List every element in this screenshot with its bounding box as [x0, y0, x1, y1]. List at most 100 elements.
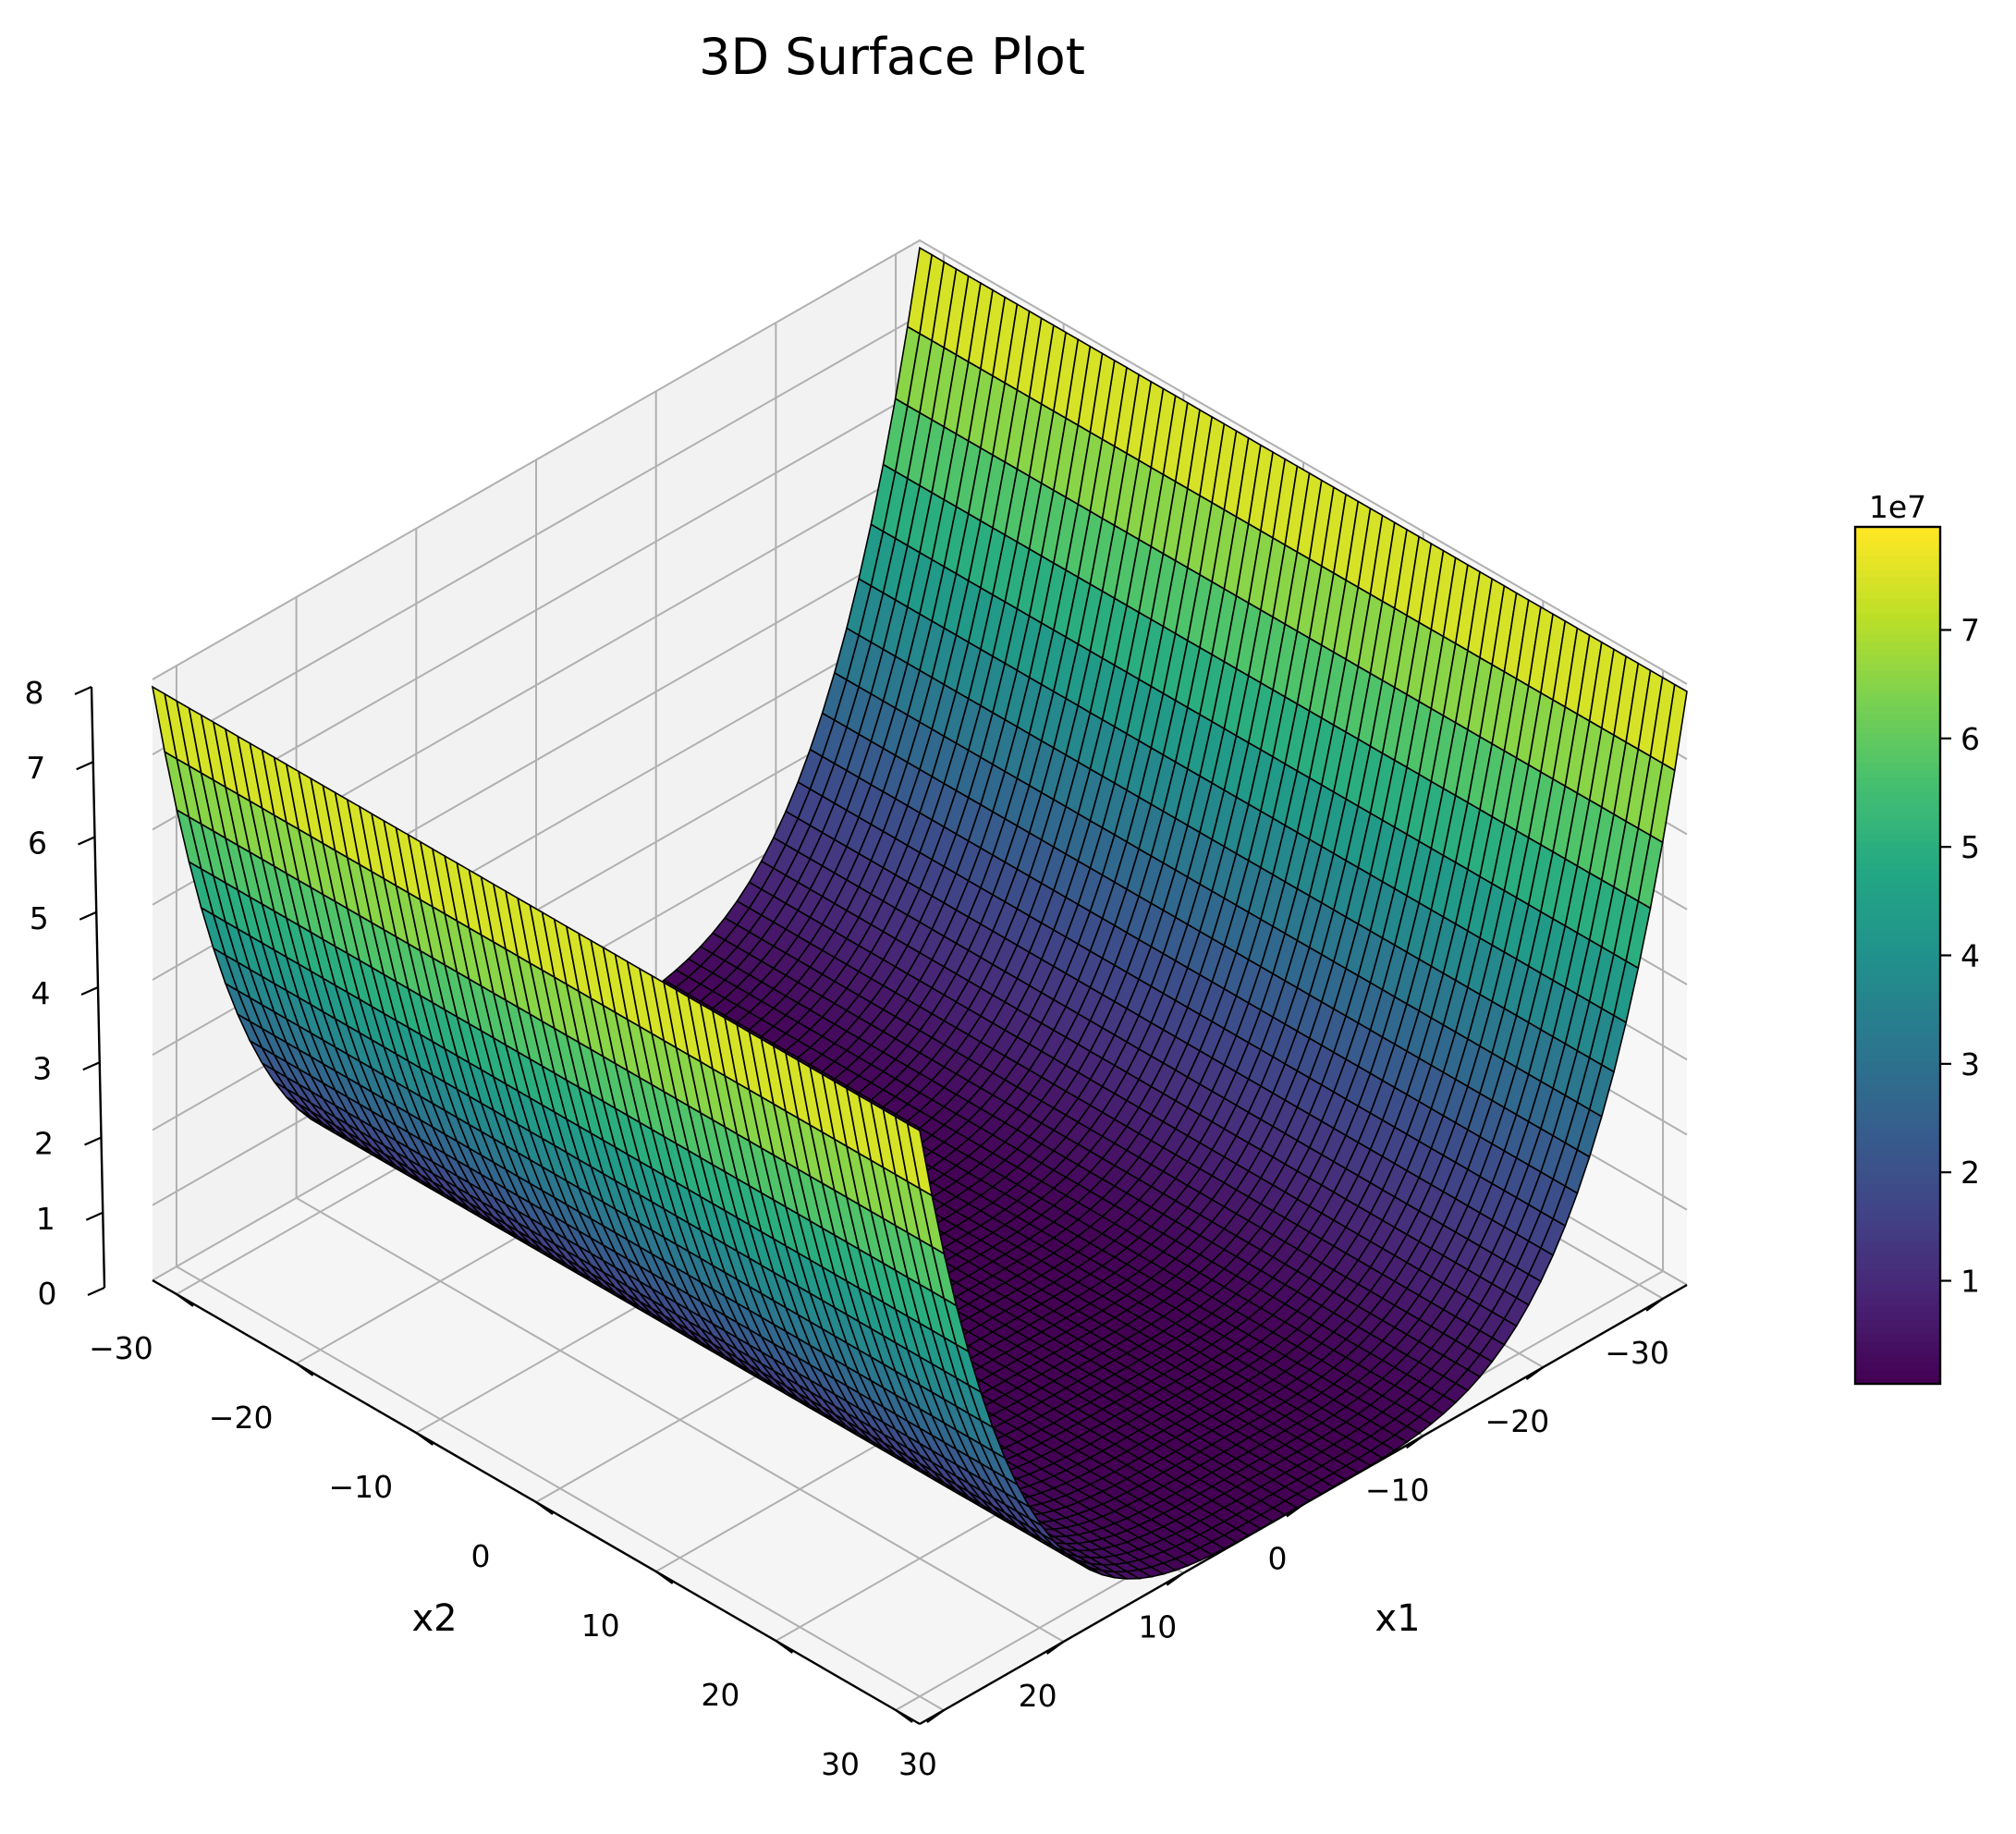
colorbar-segment: [1855, 691, 1940, 699]
z-tick-label: 5: [30, 900, 49, 936]
colorbar-segment: [1855, 1033, 1940, 1042]
colorbar-segment: [1855, 898, 1940, 907]
z-tick: [74, 685, 92, 696]
z-tick: [78, 836, 95, 846]
colorbar-segment: [1855, 734, 1940, 742]
colorbar-segment: [1855, 541, 1940, 549]
colorbar-segment: [1855, 1241, 1940, 1249]
colorbar-segment: [1855, 569, 1940, 578]
colorbar-segment: [1855, 605, 1940, 614]
colorbar-segment: [1855, 1355, 1940, 1363]
x1-tick: [1045, 1641, 1065, 1655]
colorbar-tick-label: 5: [1961, 829, 1980, 865]
colorbar-segment: [1855, 1312, 1940, 1321]
colorbar-segment: [1855, 1233, 1940, 1242]
x2-tick: [535, 1501, 554, 1515]
x1-tick-label: 0: [1268, 1541, 1288, 1577]
colorbar-tick-label: 3: [1961, 1046, 1980, 1082]
z-tick-label: 6: [28, 825, 47, 862]
colorbar-segment: [1855, 805, 1940, 813]
colorbar-segment: [1855, 698, 1940, 706]
colorbar-segment: [1855, 591, 1940, 599]
colorbar-segment: [1855, 1126, 1940, 1135]
z-tick-label: 0: [38, 1276, 57, 1312]
colorbar-segment: [1855, 790, 1940, 800]
x2-tick-label: −20: [209, 1400, 274, 1436]
colorbar-segment: [1855, 719, 1940, 727]
colorbar-segment: [1855, 1005, 1940, 1013]
z-tick-label: 7: [26, 750, 45, 786]
z-tick-label: 8: [25, 675, 44, 711]
colorbar-scale-label: 1e7: [1869, 489, 1926, 525]
colorbar-tick-label: 4: [1961, 938, 1980, 974]
colorbar-segment: [1855, 776, 1940, 785]
colorbar-segment: [1855, 1327, 1940, 1335]
x1-tick-label: −30: [1605, 1335, 1669, 1371]
colorbar-segment: [1855, 1041, 1940, 1049]
colorbar-segment: [1855, 1020, 1940, 1028]
x1-tick: [1525, 1366, 1545, 1380]
x1-tick-label: −10: [1365, 1472, 1430, 1508]
colorbar-segment: [1855, 1348, 1940, 1356]
x2-tick-label: 10: [581, 1608, 620, 1644]
colorbar-segment: [1855, 1133, 1940, 1142]
colorbar-segment: [1855, 1298, 1940, 1306]
colorbar-segment: [1855, 1277, 1940, 1285]
x2-tick-label: −30: [89, 1330, 153, 1366]
z-tick-label: 1: [36, 1201, 55, 1237]
axis-ticks: −30 −20 −10 0 10 20 30 −30 −20 −10 0 10 20 30 0 1 2 3 4 5 6 7…: [25, 675, 1669, 1782]
colorbar-segment: [1855, 955, 1940, 963]
x1-tick-label: 20: [1019, 1678, 1057, 1714]
colorbar-segment: [1855, 876, 1940, 885]
colorbar-segment: [1855, 748, 1940, 756]
colorbar-segment: [1855, 1098, 1940, 1107]
z-tick: [82, 1061, 101, 1071]
colorbar-segment: [1855, 762, 1940, 771]
colorbar: 1 2 3 4 5 6 7 1e7: [1853, 489, 1980, 1386]
x2-tick-label: 0: [471, 1538, 491, 1574]
colorbar-segment: [1855, 855, 1940, 863]
z-tick-label: 2: [34, 1126, 54, 1162]
colorbar-segment: [1855, 627, 1940, 635]
colorbar-segment: [1855, 548, 1940, 556]
z-tick: [76, 761, 94, 771]
x2-tick-label: −10: [328, 1469, 393, 1505]
colorbar-segment: [1855, 1012, 1940, 1021]
x2-tick: [415, 1432, 434, 1446]
colorbar-segment: [1855, 926, 1940, 935]
colorbar-segment: [1855, 527, 1940, 535]
colorbar-segment: [1855, 934, 1940, 942]
colorbar-segment: [1855, 1026, 1940, 1035]
colorbar-segment: [1855, 1369, 1940, 1377]
x1-tick: [1286, 1503, 1304, 1518]
colorbar-segment: [1855, 912, 1940, 921]
colorbar-segment: [1855, 1283, 1940, 1292]
colorbar-segment: [1855, 1076, 1940, 1085]
colorbar-segment: [1855, 884, 1940, 892]
colorbar-segment: [1855, 769, 1940, 777]
z-tick: [84, 1136, 102, 1146]
colorbar-segment: [1855, 712, 1940, 721]
colorbar-segment: [1855, 727, 1940, 735]
colorbar-segment: [1855, 1055, 1940, 1063]
colorbar-segment: [1855, 784, 1940, 792]
colorbar-segment: [1855, 869, 1940, 878]
colorbar-segment: [1855, 533, 1940, 543]
colorbar-segment: [1855, 677, 1940, 685]
colorbar-segment: [1855, 798, 1940, 806]
colorbar-segment: [1855, 1376, 1940, 1385]
x1-tick-label: 30: [898, 1746, 937, 1782]
colorbar-segment: [1855, 1219, 1940, 1228]
z-tick: [80, 985, 99, 996]
colorbar-segment: [1855, 984, 1940, 992]
colorbar-segment: [1855, 819, 1940, 828]
colorbar-tick-label: 7: [1961, 612, 1980, 648]
colorbar-segment: [1855, 905, 1940, 913]
colorbar-segment: [1855, 1141, 1940, 1149]
colorbar-segment: [1855, 755, 1940, 764]
colorbar-segment: [1855, 1155, 1940, 1164]
colorbar-segment: [1855, 612, 1940, 621]
colorbar-segment: [1855, 1204, 1940, 1214]
colorbar-segment: [1855, 826, 1940, 835]
colorbar-segment: [1855, 1305, 1940, 1314]
